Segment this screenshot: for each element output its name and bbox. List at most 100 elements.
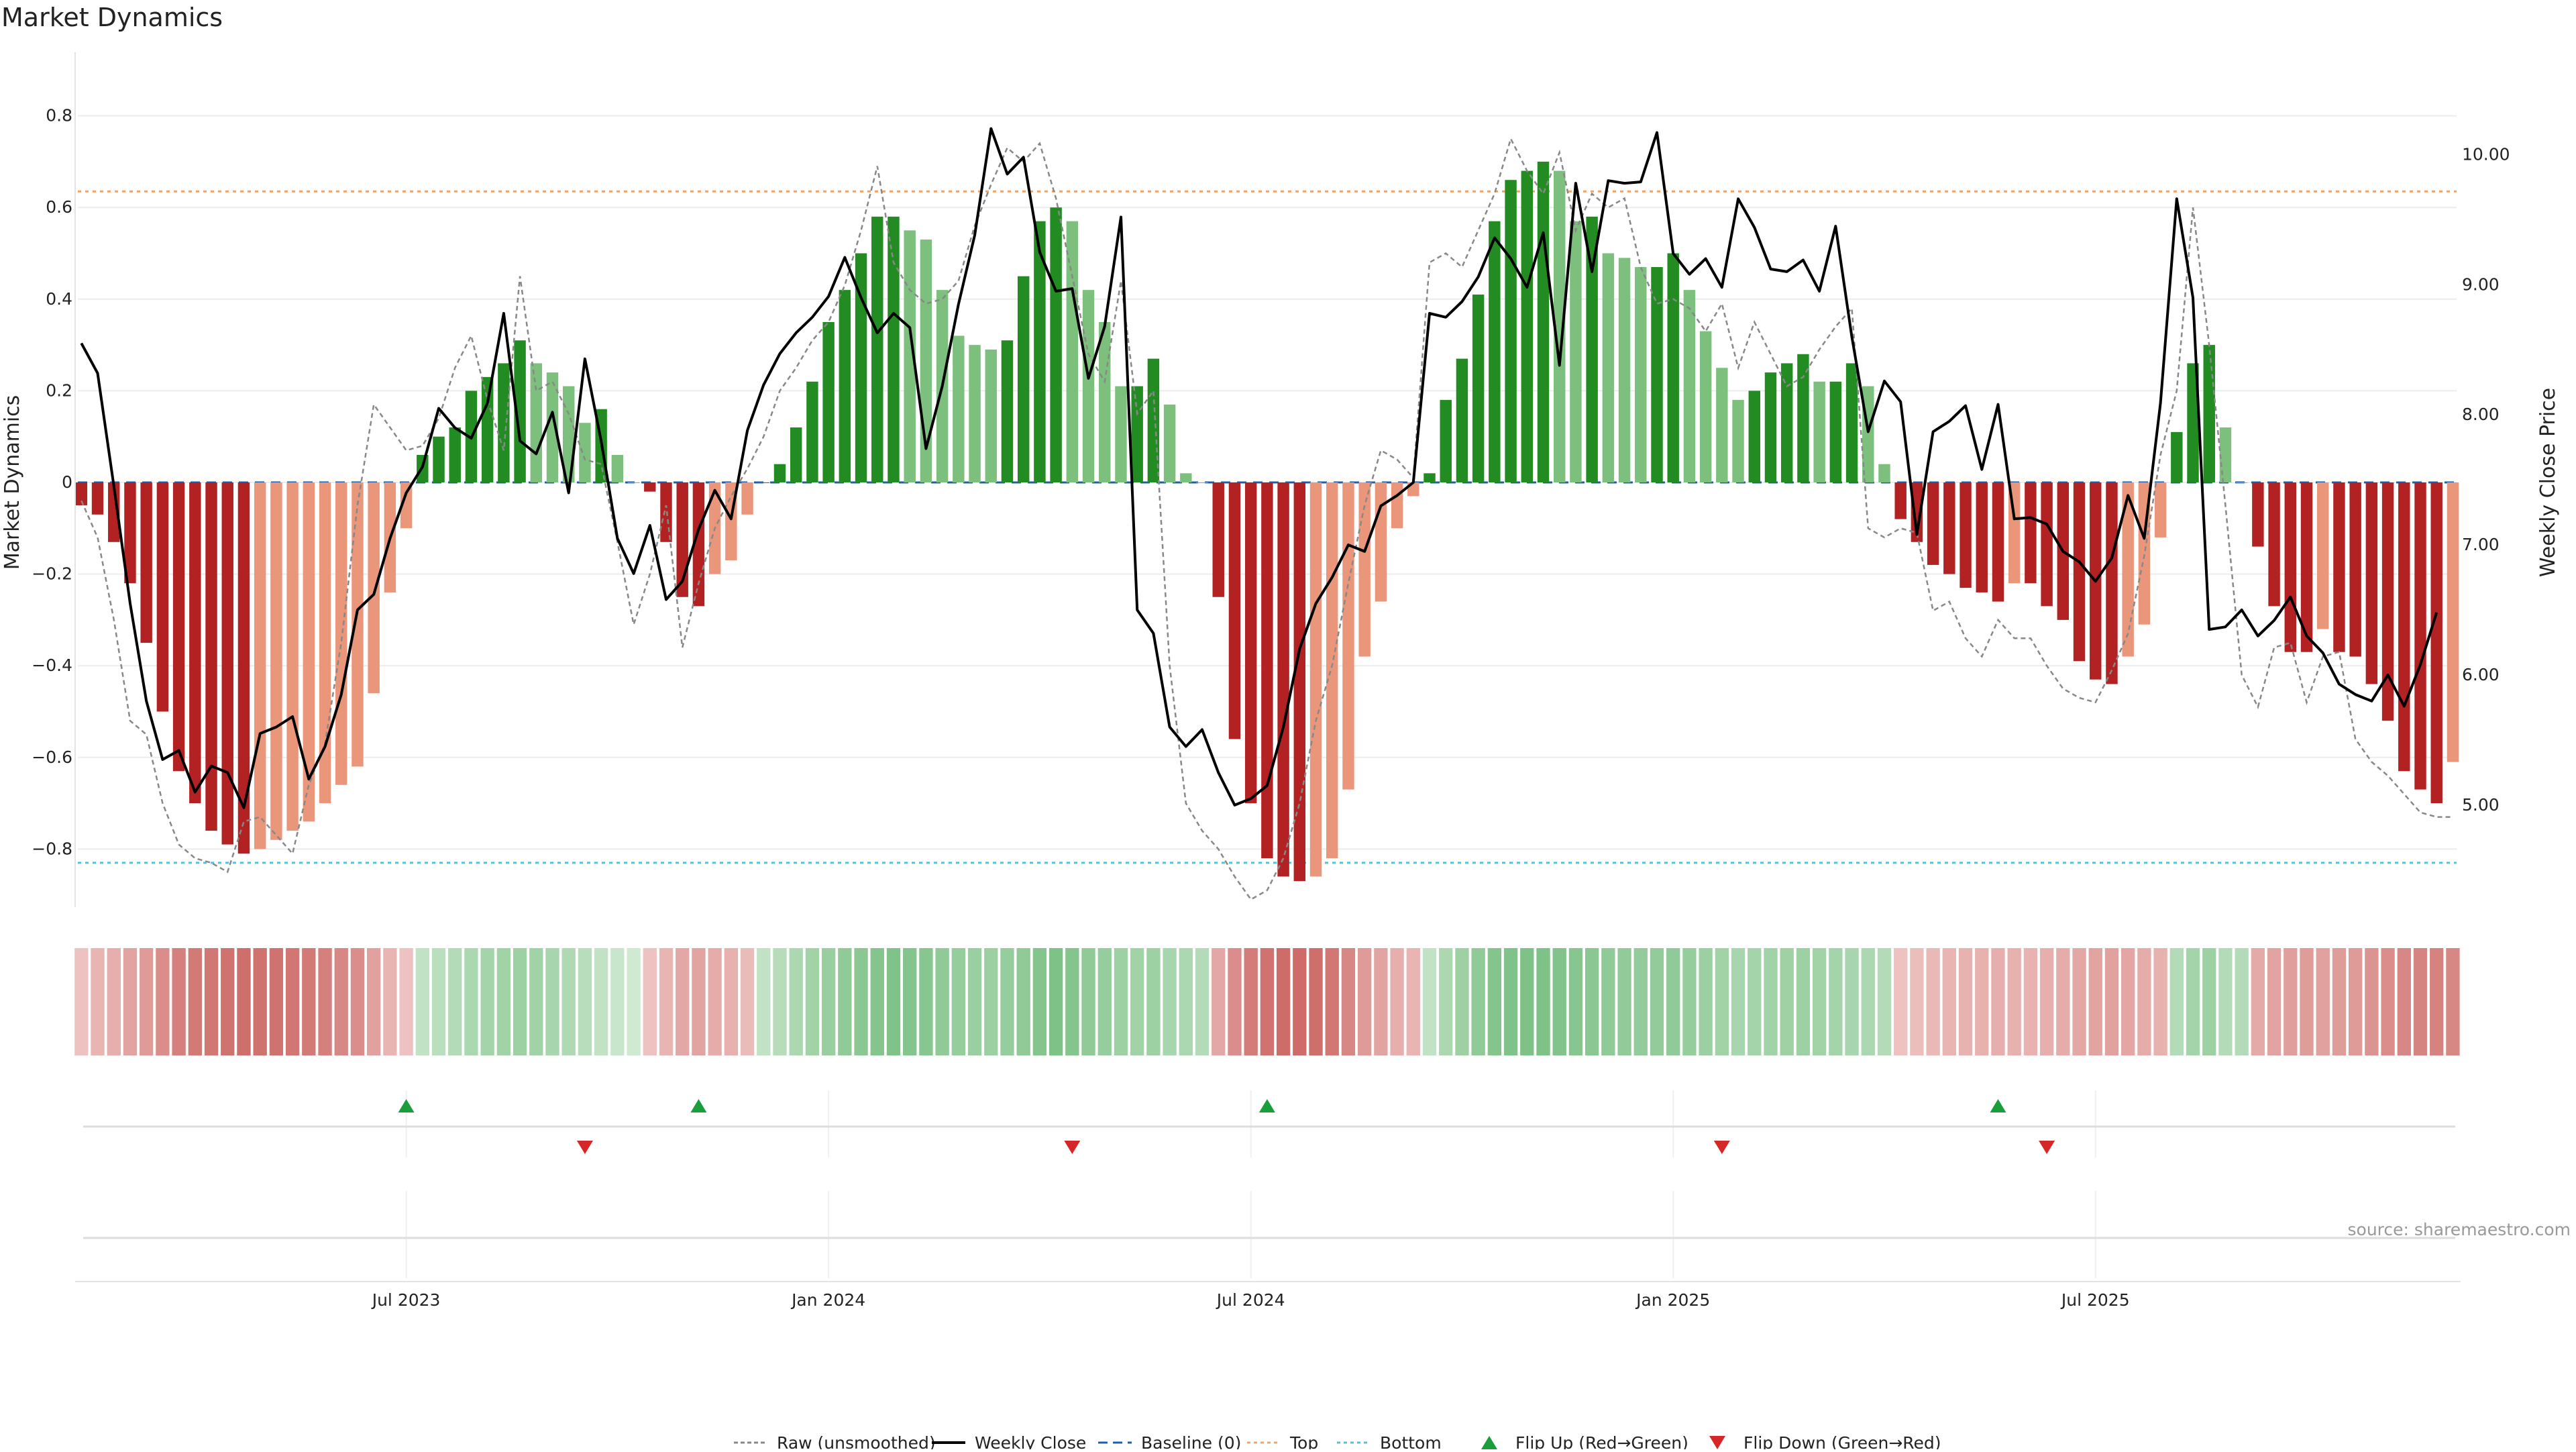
md-bar — [156, 482, 169, 712]
md-bar — [773, 464, 786, 482]
heat-cell — [1910, 948, 1924, 1055]
heat-cell — [1325, 948, 1339, 1055]
heat-cell — [366, 948, 381, 1055]
heat-cell — [1650, 948, 1664, 1055]
raw-series — [80, 136, 2453, 901]
md-bar — [546, 372, 559, 482]
heat-cell — [1601, 948, 1615, 1055]
md-bar — [2154, 482, 2167, 537]
heat-cell — [1894, 948, 1908, 1055]
md-bar — [2300, 482, 2313, 652]
md-bar — [1115, 386, 1127, 482]
md-bar — [953, 335, 965, 482]
y-tick-label: −0.2 — [32, 564, 72, 584]
md-bar — [91, 482, 104, 515]
md-bar — [172, 482, 185, 772]
md-bar — [2073, 482, 2086, 662]
md-bar — [1521, 170, 1534, 482]
heat-cell — [984, 948, 998, 1055]
md-bar — [2171, 431, 2183, 482]
heat-cell — [140, 948, 154, 1055]
md-bar — [2203, 345, 2215, 482]
price-line — [80, 127, 2438, 809]
md-bar — [481, 376, 494, 482]
y-tick-label: −0.4 — [32, 656, 72, 675]
md-bar — [790, 427, 802, 482]
x-tick-label: Jan 2025 — [1635, 1290, 1710, 1310]
heat-cell — [1503, 948, 1518, 1055]
heat-cell — [74, 948, 89, 1055]
heat-cell — [1130, 948, 1144, 1055]
md-bar — [2414, 482, 2426, 790]
md-bar — [1618, 258, 1631, 482]
md-bar — [644, 482, 656, 492]
heat-cell — [1471, 948, 1485, 1055]
md-bar — [2381, 482, 2394, 721]
md-bar — [1992, 482, 2004, 602]
source-note: source: sharemaestro.com — [2347, 1220, 2571, 1239]
heat-cell — [1163, 948, 1177, 1055]
md-bar — [400, 482, 413, 529]
heat-cell — [708, 948, 722, 1055]
heat-cell — [2039, 948, 2054, 1055]
md-bar — [335, 482, 347, 785]
heat-cell — [1617, 948, 1631, 1055]
heat-cell — [643, 948, 657, 1055]
heat-cell — [188, 948, 202, 1055]
heat-cell — [838, 948, 852, 1055]
md-bar — [1489, 221, 1501, 482]
heat-cell — [757, 948, 771, 1055]
heat-cell — [1682, 948, 1697, 1055]
heat-cell — [854, 948, 868, 1055]
heat-cell — [1049, 948, 1063, 1055]
flip-up-icon — [690, 1099, 707, 1112]
heat-cell — [1715, 948, 1729, 1055]
x-tick-label: Jul 2023 — [371, 1290, 441, 1310]
md-bar — [1829, 381, 1842, 482]
heat-cell — [1861, 948, 1875, 1055]
md-bar — [303, 482, 315, 822]
md-bar — [1976, 482, 1988, 592]
heat-cell — [91, 948, 105, 1055]
heat-cell — [2267, 948, 2282, 1055]
md-bar — [1131, 386, 1143, 482]
heat-cell — [2430, 948, 2444, 1055]
md-bar — [2349, 482, 2361, 657]
heat-cell — [464, 948, 478, 1055]
heat-cell — [773, 948, 787, 1055]
md-bar — [855, 253, 867, 482]
md-bar — [368, 482, 380, 694]
md-bar — [806, 381, 818, 482]
md-bar — [1293, 482, 1306, 882]
md-bar — [1424, 473, 1436, 482]
md-bar — [1375, 482, 1387, 602]
heat-cell — [903, 948, 917, 1055]
md-bar — [888, 216, 900, 482]
legend-top-label: Top — [1289, 1433, 1318, 1449]
heat-cell — [1114, 948, 1128, 1055]
heat-cell — [2007, 948, 2021, 1055]
heat-cell — [2104, 948, 2119, 1055]
md-bar — [1261, 482, 1273, 859]
heat-cell — [724, 948, 739, 1055]
md-bar — [1586, 216, 1598, 482]
md-bar — [1651, 266, 1663, 482]
flip-up-icon — [1990, 1099, 2006, 1112]
md-bar — [1456, 358, 1468, 482]
md-bar — [1228, 482, 1241, 739]
legend-bottom-label: Bottom — [1380, 1433, 1442, 1449]
md-bar — [1845, 363, 1858, 482]
heat-cell — [2284, 948, 2298, 1055]
md-bar — [1391, 482, 1403, 529]
heat-cell — [1812, 948, 1827, 1055]
md-bar — [319, 482, 331, 804]
heat-cell — [302, 948, 316, 1055]
heat-cell — [529, 948, 543, 1055]
md-bar — [1309, 482, 1322, 877]
heat-cell — [1179, 948, 1193, 1055]
md-bar — [627, 482, 640, 483]
heat-cell — [2397, 948, 2411, 1055]
heat-cell — [107, 948, 121, 1055]
md-bar — [1196, 482, 1208, 483]
md-bar — [1602, 253, 1615, 482]
